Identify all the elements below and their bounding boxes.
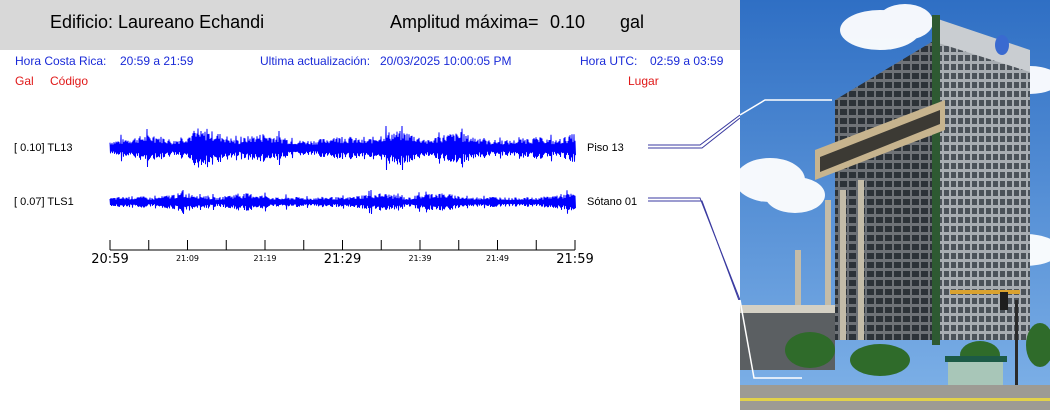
building-photo [740,0,1050,410]
trace-tls1 [109,189,576,215]
connector-sotano01-b [648,200,740,300]
amplitude-unit: gal [620,12,645,32]
tick-label-2129: 21:29 [324,252,361,267]
connector-piso13-photo [740,99,832,116]
place-label-piso13: Piso 13 [587,142,624,154]
tick-label-2109: 21:09 [176,254,199,263]
photo-connectors [740,99,832,379]
trace-tl13 [109,125,576,171]
update-label: Ultima actualización: [260,54,371,68]
amplitude-label: Amplitud máxima= [390,12,539,32]
seismogram-chart: 20:59 21:09 21:19 21:29 21:39 21:49 21:59 [91,114,740,300]
channel-label-tls1: [ 0.07] TLS1 [14,196,74,208]
tick-label-2149: 21:49 [486,254,509,263]
cr-time-label: Hora Costa Rica: [15,54,107,68]
connector-sotano01-photo [740,299,802,379]
place-label-sotano01: Sótano 01 [587,196,638,208]
column-place: Lugar [628,74,659,88]
tick-label-2139: 21:39 [408,254,431,263]
channel-label-tl13: [ 0.10] TL13 [14,142,73,154]
building-title: Edificio: Laureano Echandi [50,12,265,32]
amplitude-value: 0.10 [550,12,586,32]
connector-piso13-a [648,114,740,146]
column-code: Código [50,74,89,88]
connector-sotano01-a [648,197,740,300]
update-value: 20/03/2025 10:00:05 PM [380,54,512,68]
column-gal: Gal [15,74,34,88]
cr-time-range: 20:59 a 21:59 [120,54,194,68]
tick-label-2059: 20:59 [91,252,128,267]
utc-time-range: 02:59 a 03:59 [650,54,724,68]
tick-label-2159: 21:59 [556,252,593,267]
connector-piso13-b [648,117,740,149]
utc-time-label: Hora UTC: [580,54,638,68]
header-bar [0,0,740,50]
tick-label-2119: 21:19 [253,254,276,263]
